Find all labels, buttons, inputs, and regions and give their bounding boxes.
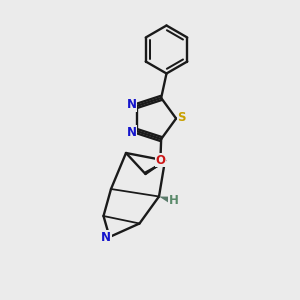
Text: S: S	[177, 111, 186, 124]
Text: N: N	[101, 231, 111, 244]
Text: N: N	[127, 126, 136, 139]
Text: O: O	[156, 154, 166, 166]
Text: H: H	[169, 194, 179, 207]
Text: N: N	[127, 98, 136, 111]
Polygon shape	[159, 196, 170, 202]
